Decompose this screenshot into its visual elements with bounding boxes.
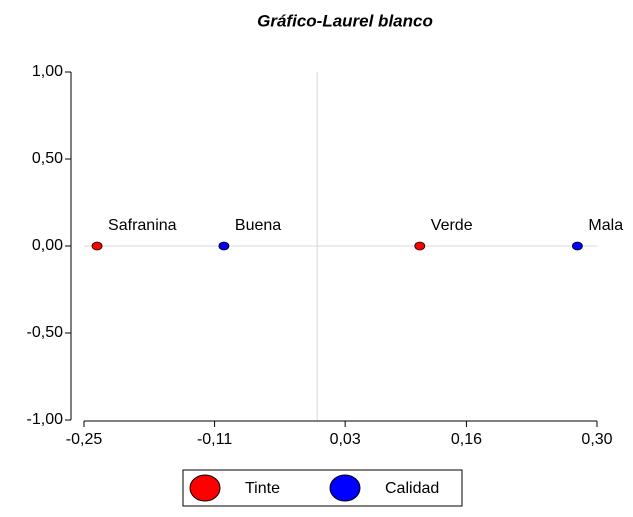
point <box>218 241 230 251</box>
y-tick-label: -0,50 <box>27 324 64 341</box>
x-tick-label: -0,25 <box>66 431 103 448</box>
point <box>91 241 103 251</box>
x-tick-label: 0,03 <box>330 431 361 448</box>
legend-swatch <box>329 474 361 502</box>
y-tick-label: 0,00 <box>32 237 63 254</box>
legend-box <box>182 469 463 507</box>
y-tick-label: 0,50 <box>32 150 63 167</box>
legend-label: Calidad <box>385 480 439 497</box>
y-tick-label: -1,00 <box>27 411 64 428</box>
legend-swatch <box>189 474 221 502</box>
point <box>572 241 583 251</box>
point-label: Buena <box>235 217 281 234</box>
point <box>414 241 426 251</box>
x-tick-label: 0,30 <box>581 431 612 448</box>
chart-title: Gráfico-Laurel blanco <box>257 11 433 30</box>
legend-label: Tinte <box>245 480 280 497</box>
point-label: Verde <box>431 217 473 234</box>
x-tick-label: -0,11 <box>197 431 232 448</box>
point-label: Mala <box>588 217 623 234</box>
x-tick-label: 0,16 <box>451 431 482 448</box>
y-tick-label: 1,00 <box>32 63 63 80</box>
point-label: Safranina <box>108 217 177 234</box>
